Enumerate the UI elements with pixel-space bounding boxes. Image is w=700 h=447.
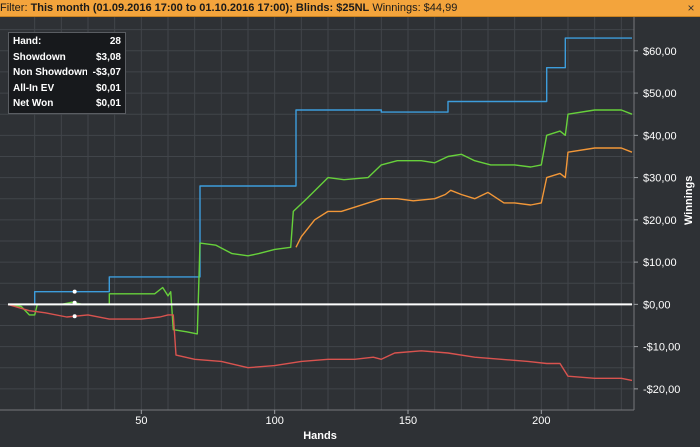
series-line-0	[8, 37, 632, 306]
series-line-3	[7, 303, 633, 382]
filter-bold-text: This month (01.09.2016 17:00 to 01.10.20…	[30, 2, 370, 14]
y-tick-label: $10,00	[643, 257, 677, 269]
close-icon[interactable]: ×	[687, 1, 695, 15]
filter-bar: Filter: This month (01.09.2016 17:00 to …	[0, 0, 700, 17]
info-row-all-in-ev: All-In EV $0,01	[9, 81, 125, 97]
series-group	[7, 37, 633, 382]
info-value: -$3,07	[92, 67, 121, 78]
x-tick-label: 50	[135, 415, 147, 427]
y-tick-label: $30,00	[643, 173, 677, 185]
x-tick-label: 200	[532, 415, 550, 427]
info-label: All-In EV	[13, 82, 55, 94]
hover-marker	[72, 300, 77, 305]
y-axis-label: Winnings	[683, 175, 695, 225]
info-value: $3,08	[95, 51, 121, 63]
y-tick-label: -$20,00	[643, 384, 680, 396]
y-tick-label: $40,00	[643, 130, 677, 142]
x-tick-label: 100	[265, 415, 283, 427]
info-label: Net Won	[13, 98, 54, 109]
series-line-2	[295, 147, 633, 248]
info-label: Non Showdown	[13, 67, 87, 78]
info-row-non-showdown: Non Showdown -$3,07	[9, 65, 125, 81]
y-tick-label: $0,00	[643, 299, 671, 311]
filter-text: Filter: This month (01.09.2016 17:00 to …	[0, 0, 457, 16]
info-value: $0,01	[95, 98, 121, 109]
info-label: Showdown	[13, 51, 66, 63]
x-axis-label: Hands	[303, 430, 337, 442]
filter-winnings-text: Winnings: $44,99	[369, 2, 458, 14]
info-row-hand: Hand: 28	[9, 34, 125, 50]
hover-markers	[72, 289, 77, 319]
hover-marker	[72, 314, 77, 319]
y-tick-label: -$10,00	[643, 342, 680, 354]
info-row-net-won: Net Won $0,01	[9, 96, 125, 112]
hover-marker	[72, 289, 77, 294]
info-value: 28	[109, 36, 121, 47]
y-tick-label: $20,00	[643, 215, 677, 227]
filter-prefix: Filter:	[0, 2, 31, 14]
y-tick-label: $60,00	[643, 46, 677, 58]
hand-info-box: Hand: 28 Showdown $3,08 Non Showdown -$3,07…	[8, 32, 126, 114]
y-axis-ticks: $60,00 $50,00 $40,00 $30,00 $20,00 $10,00 $0,0…	[634, 46, 680, 396]
info-label: Hand:	[13, 36, 42, 47]
info-value: $0,01	[95, 82, 121, 94]
info-row-showdown: Showdown $3,08	[9, 50, 125, 66]
y-tick-label: $50,00	[643, 88, 677, 100]
x-axis-ticks: 50 100 150 200	[135, 410, 551, 427]
x-tick-label: 150	[399, 415, 417, 427]
